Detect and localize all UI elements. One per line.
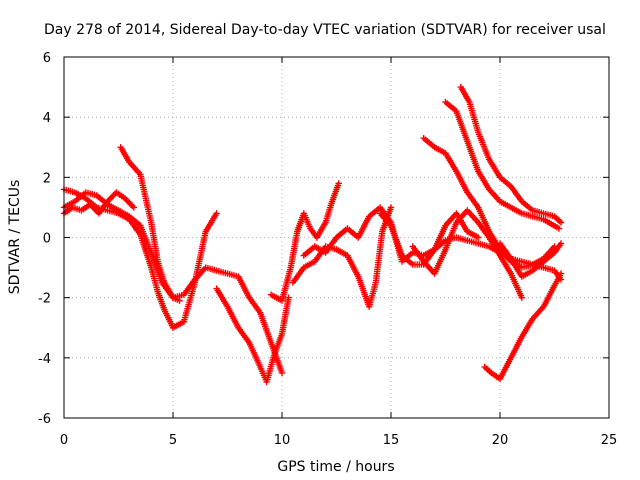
y-tick-label: -6 <box>38 412 51 427</box>
series-points <box>267 180 342 304</box>
x-axis-label: GPS time / hours <box>277 459 394 475</box>
x-tick-label: 0 <box>60 433 68 448</box>
y-tick-label: -4 <box>38 352 51 367</box>
series-points <box>442 98 563 232</box>
series-sat6 <box>267 180 342 304</box>
series-sat5 <box>213 285 292 386</box>
series-sat11 <box>457 83 565 226</box>
series-track <box>270 183 340 302</box>
series-sat10 <box>442 98 563 232</box>
y-tick-label: 4 <box>43 111 51 126</box>
chart-title: Day 278 of 2014, Sidereal Day-to-day VTE… <box>44 22 606 38</box>
series-points <box>481 270 565 383</box>
axis-ticks: 0 5 10 15 20 25 -6 -4 -2 0 2 4 6 <box>38 51 617 448</box>
series-sat15 <box>496 240 565 280</box>
x-tick-label: 10 <box>274 433 291 448</box>
series-points <box>213 285 292 386</box>
y-tick-label: 0 <box>43 232 51 247</box>
data-series <box>60 83 565 386</box>
series-track <box>63 188 218 329</box>
x-tick-label: 5 <box>169 433 177 448</box>
series-sat13 <box>481 270 565 383</box>
y-tick-label: 6 <box>43 51 51 66</box>
x-tick-label: 15 <box>383 433 400 448</box>
series-points <box>496 240 565 280</box>
y-tick-label: -2 <box>38 292 51 307</box>
y-axis-label: SDTVAR / TECUs <box>7 180 23 295</box>
series-points <box>376 210 565 283</box>
series-sat14 <box>376 210 565 283</box>
x-tick-label: 25 <box>601 433 618 448</box>
series-sat4 <box>117 144 183 304</box>
y-tick-label: 2 <box>43 171 51 186</box>
series-points <box>117 144 183 304</box>
series-points <box>457 83 565 226</box>
x-tick-label: 20 <box>492 433 509 448</box>
